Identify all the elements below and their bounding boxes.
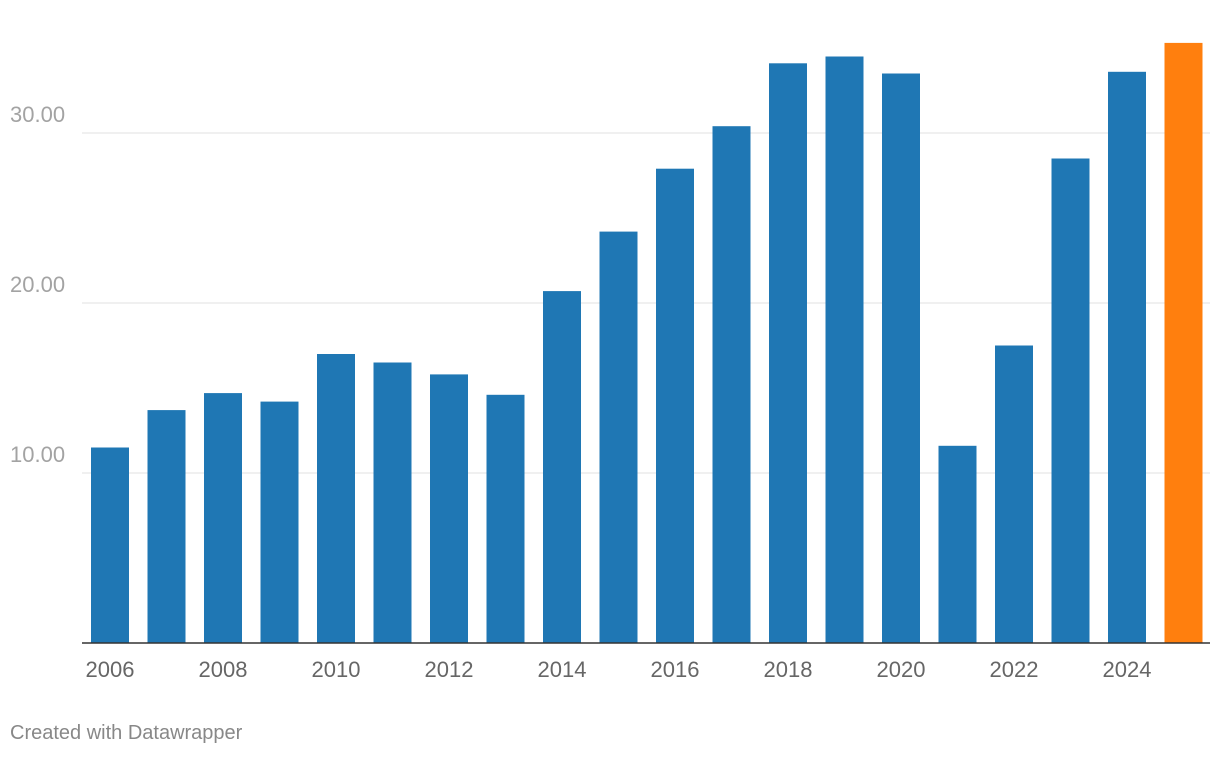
bar-2019 — [825, 56, 864, 643]
y-axis-tick-labels: 10.00 20.00 30.00 — [10, 102, 65, 467]
x-tick-label: 2008 — [199, 657, 248, 682]
bar-2016 — [656, 168, 694, 643]
x-tick-label: 2016 — [651, 657, 700, 682]
x-tick-label: 2006 — [86, 657, 135, 682]
datawrapper-credit: Created with Datawrapper — [10, 722, 243, 744]
x-tick-label: 2024 — [1103, 657, 1152, 682]
bar-2006 — [91, 447, 129, 643]
bar-2010 — [317, 354, 355, 643]
x-axis-tick-labels: 2006 2008 2010 2012 2014 2016 2018 2020 2022 2024 — [86, 657, 1152, 682]
bar-chart: 10.00 20.00 30.00 2006 2008 2010 2012 2014 2016… — [10, 42, 1210, 682]
bar-2014 — [543, 291, 581, 643]
x-tick-label: 2020 — [877, 657, 926, 682]
bar-2015 — [599, 231, 638, 643]
bar-2012 — [430, 374, 468, 643]
bar-2020 — [882, 73, 920, 643]
y-tick-label: 30.00 — [10, 102, 65, 127]
y-tick-label: 20.00 — [10, 272, 65, 297]
bar-2008 — [204, 393, 242, 643]
bar-2007 — [147, 410, 186, 643]
x-tick-label: 2010 — [312, 657, 361, 682]
grid-lines — [82, 132, 1210, 474]
x-tick-label: 2014 — [538, 657, 587, 682]
bar-2024 — [1108, 71, 1146, 644]
bar-2011 — [373, 362, 412, 643]
bar-2013 — [486, 394, 525, 643]
bar-2009 — [260, 401, 299, 643]
bar-2025 — [1164, 42, 1203, 643]
bar-2017 — [712, 126, 751, 643]
bar-2022 — [995, 345, 1033, 643]
bar-2018 — [769, 63, 807, 644]
y-tick-label: 10.00 — [10, 442, 65, 467]
x-tick-label: 2018 — [764, 657, 813, 682]
bars — [91, 42, 1203, 644]
x-tick-label: 2012 — [425, 657, 474, 682]
bar-2023 — [1051, 158, 1090, 643]
x-tick-label: 2022 — [990, 657, 1039, 682]
bar-2021 — [938, 445, 977, 643]
